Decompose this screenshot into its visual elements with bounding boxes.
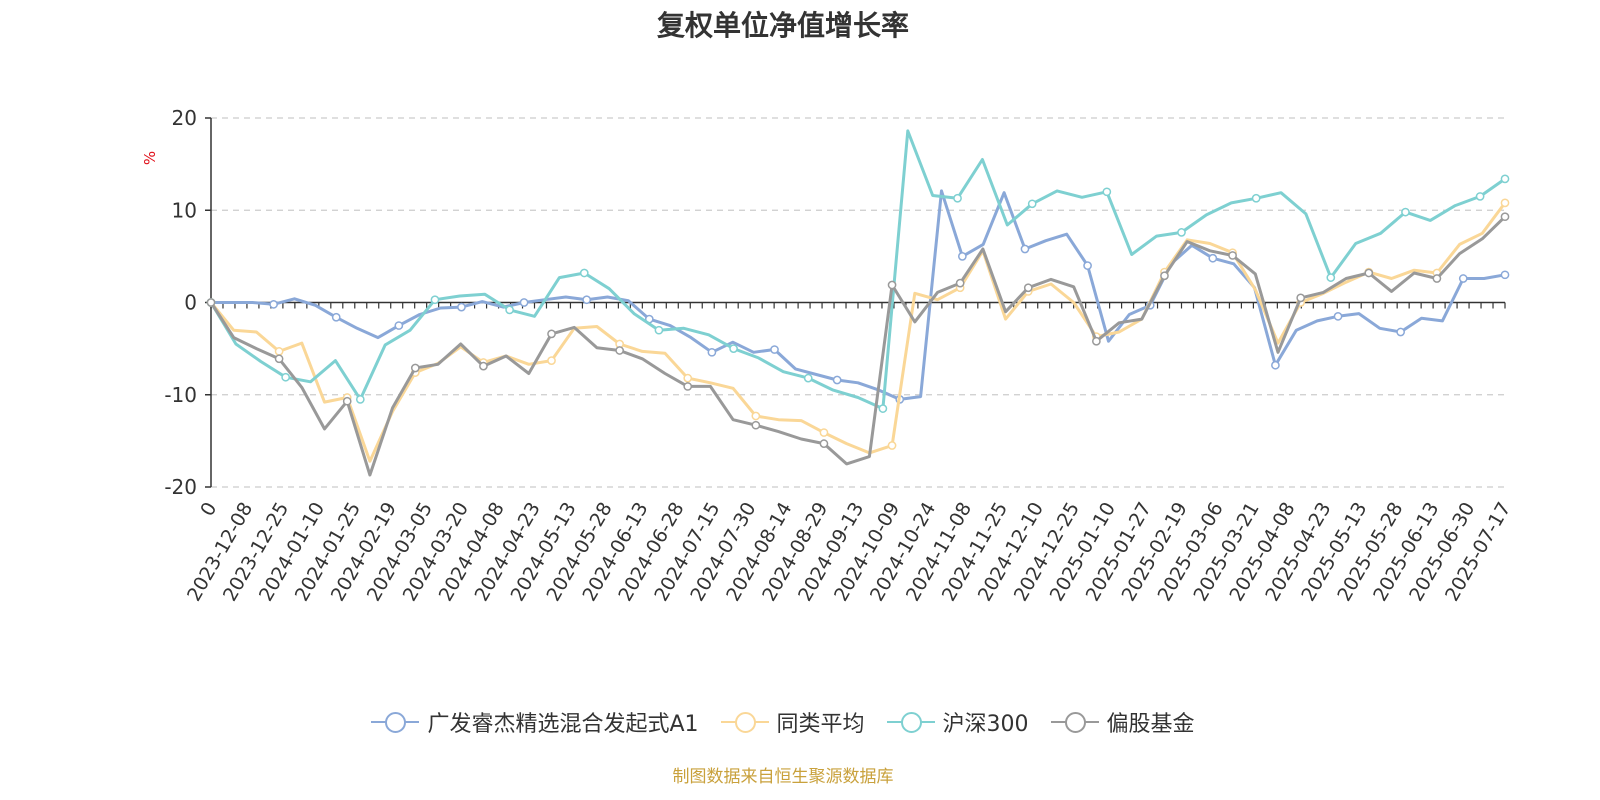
series-point-0: [1208, 253, 1218, 263]
series-point-0: [331, 312, 341, 322]
series-point-0: [1396, 327, 1405, 337]
series-line-3: [209, 215, 1507, 477]
series-point-3: [206, 298, 216, 307]
series-point-0: [269, 299, 278, 309]
legend-item-fund[interactable]: 广发睿杰精选混合发起式A1: [371, 706, 699, 738]
series-point-0: [582, 295, 592, 305]
legend-marker-icon: [886, 710, 935, 734]
series-point-1: [819, 428, 829, 437]
series-point-0: [707, 347, 717, 357]
series-point-3: [683, 382, 693, 391]
series-point-3: [1160, 271, 1169, 281]
series-point-1: [683, 373, 693, 383]
series-point-2: [729, 344, 738, 353]
series-point-1: [1500, 198, 1510, 208]
series-point-3: [955, 278, 965, 288]
series-point-3: [410, 363, 420, 373]
series-point-1: [547, 356, 556, 365]
series-line-2: [209, 129, 1506, 411]
series-point-3: [342, 396, 352, 406]
series-point-1: [751, 411, 761, 421]
y-tick-label: -20: [164, 475, 197, 499]
y-tick-label: 20: [172, 106, 197, 130]
series-point-0: [1458, 274, 1468, 283]
legend-marker-icon: [371, 710, 420, 734]
series-point-2: [579, 268, 589, 278]
line-chart: -20-1001020%02023-12-082023-12-252024-01…: [141, 106, 1515, 605]
series-point-3: [547, 329, 556, 339]
series-point-2: [654, 325, 664, 335]
series-point-2: [1500, 174, 1510, 184]
series-point-3: [615, 346, 624, 355]
legend-label: 同类平均: [776, 712, 865, 737]
y-axis-label: %: [141, 151, 159, 165]
legend-item-peer-average[interactable]: 同类平均: [720, 706, 865, 738]
series-point-2: [505, 305, 514, 315]
legend-item-equity-fund[interactable]: 偏股基金: [1050, 706, 1195, 738]
series-point-2: [1102, 187, 1112, 197]
series-point-0: [394, 321, 404, 330]
series-point-2: [1475, 192, 1485, 201]
series-point-2: [1251, 193, 1261, 203]
series-point-0: [1020, 244, 1030, 254]
source-note: 制图数据来自恒生聚源数据库: [672, 767, 894, 787]
legend-marker-icon: [720, 710, 769, 734]
series-point-2: [1401, 207, 1410, 217]
series-point-2: [355, 395, 365, 404]
series-point-0: [1500, 270, 1510, 280]
legend-label: 偏股基金: [1106, 712, 1195, 737]
series-point-3: [887, 280, 897, 290]
series-point-3: [479, 361, 488, 371]
series-point-3: [274, 354, 284, 364]
series-point-0: [457, 302, 466, 312]
legend-label: 沪深300: [942, 712, 1029, 737]
series-point-2: [1027, 199, 1037, 209]
series-point-3: [819, 439, 829, 448]
series-line-0: [211, 189, 1506, 401]
series-point-0: [1333, 311, 1343, 321]
series-point-3: [1296, 293, 1306, 303]
series-point-2: [1177, 228, 1186, 237]
series-point-0: [770, 345, 779, 354]
series-point-3: [1364, 268, 1374, 278]
series-point-3: [1092, 336, 1101, 346]
series-point-3: [1023, 283, 1033, 293]
series-point-0: [958, 252, 967, 261]
series-point-2: [430, 295, 440, 305]
x-tick-label: 0: [196, 499, 221, 520]
legend-label: 广发睿杰精选混合发起式A1: [427, 712, 699, 737]
y-tick-label: 0: [184, 291, 197, 315]
series-point-2: [281, 372, 291, 382]
legend: 广发睿杰精选混合发起式A1 同类平均 沪深300 偏股基金: [0, 706, 1566, 738]
series-point-1: [274, 347, 284, 356]
series-point-3: [751, 420, 761, 430]
series-point-0: [832, 375, 842, 385]
y-tick-label: -10: [164, 383, 197, 407]
chart-title: 复权单位净值增长率: [656, 9, 909, 42]
series-point-2: [1326, 273, 1336, 282]
legend-marker-icon: [1050, 710, 1099, 734]
series-point-0: [1271, 360, 1280, 370]
series-point-2: [803, 373, 813, 383]
series-point-3: [1500, 212, 1510, 222]
series-point-0: [1083, 261, 1092, 270]
series-point-1: [887, 441, 897, 450]
series-point-0: [519, 298, 529, 307]
legend-item-csi300[interactable]: 沪深300: [886, 706, 1029, 738]
y-tick-label: 10: [172, 198, 197, 222]
series-point-2: [953, 193, 962, 203]
series-point-3: [1432, 274, 1442, 283]
series-point-2: [878, 404, 888, 413]
series-point-3: [1228, 251, 1237, 260]
